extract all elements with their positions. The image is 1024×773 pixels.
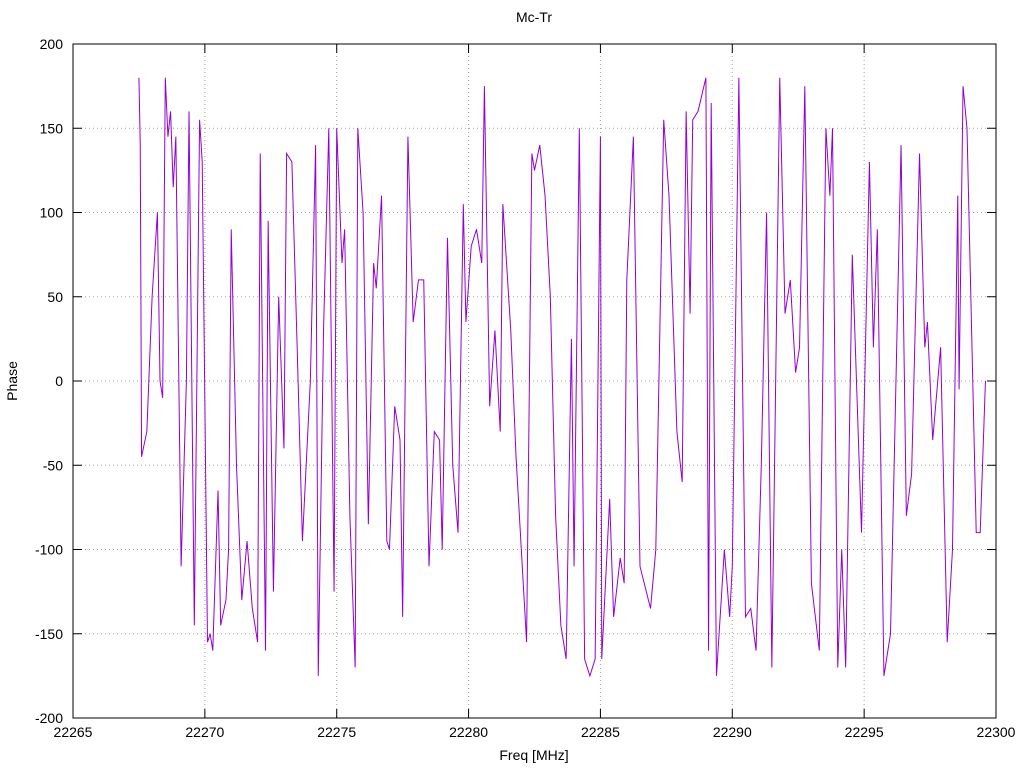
- y-axis-label: Phase: [4, 361, 20, 401]
- x-tick-label: 22300: [977, 724, 1016, 740]
- y-tick-label: 150: [40, 120, 64, 136]
- data-line: [138, 77, 986, 678]
- y-tick-label: -100: [35, 542, 63, 558]
- y-tick-label: 100: [40, 205, 64, 221]
- y-tick-label: -200: [35, 710, 63, 726]
- x-tick-label: 22285: [581, 724, 620, 740]
- y-tick-label: -150: [35, 626, 63, 642]
- y-tick-label: -50: [43, 457, 63, 473]
- y-tick-label: 50: [47, 289, 63, 305]
- y-tick-label: 200: [40, 36, 64, 52]
- x-tick-label: 22265: [54, 724, 93, 740]
- x-tick-label: 22295: [845, 724, 884, 740]
- x-axis-label: Freq [MHz]: [499, 747, 568, 763]
- plot-frame: [72, 43, 997, 719]
- x-tick-label: 22270: [185, 724, 224, 740]
- chart-title: Mc-Tr: [516, 9, 552, 25]
- x-tick-label: 22280: [449, 724, 488, 740]
- y-tick-label: 0: [55, 373, 63, 389]
- x-tick-label: 22290: [713, 724, 752, 740]
- x-tick-label: 22275: [317, 724, 356, 740]
